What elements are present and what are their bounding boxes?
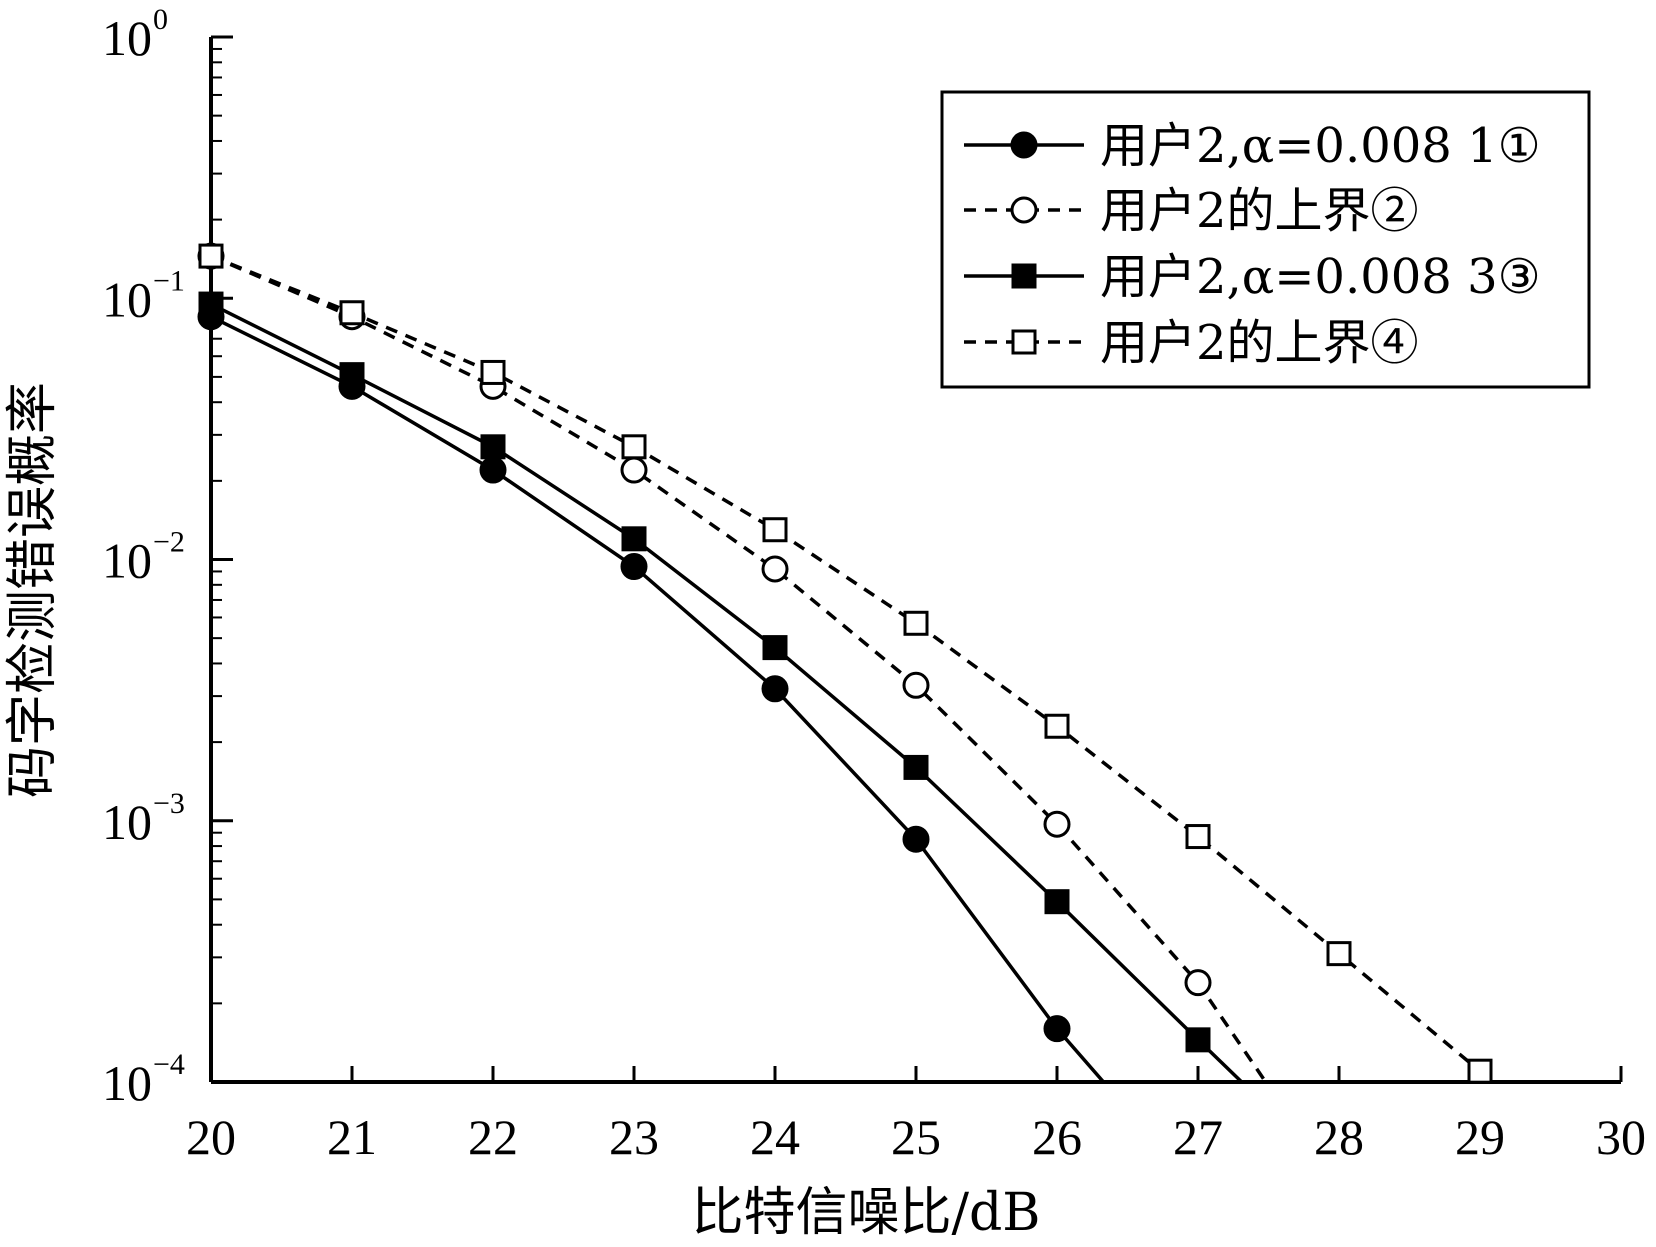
data-point	[902, 671, 930, 699]
data-point	[479, 456, 507, 484]
data-point	[902, 825, 930, 853]
x-tick-label: 30	[1596, 1109, 1646, 1165]
y-tick-label: 10 −1	[102, 264, 185, 327]
data-point	[339, 300, 365, 326]
data-point	[1185, 824, 1211, 850]
legend-label: 用户2的上界④	[1100, 315, 1419, 371]
data-point	[1184, 969, 1212, 997]
x-tick-label: 20	[186, 1109, 236, 1165]
data-point	[1043, 810, 1071, 838]
data-point	[621, 434, 647, 460]
y-tick-label: 10 −2	[102, 526, 185, 589]
x-tick-label: 29	[1455, 1109, 1505, 1165]
x-tick-label: 28	[1314, 1109, 1364, 1165]
legend-item-4: 用户2的上界④	[964, 315, 1419, 371]
x-tick-label: 27	[1173, 1109, 1223, 1165]
data-point	[1043, 1015, 1071, 1043]
series-3	[198, 291, 1243, 1084]
y-tick-base: 10	[102, 533, 152, 589]
data-point	[339, 362, 365, 388]
legend-item-3: 用户2,α=0.008 3③	[964, 249, 1541, 305]
legend-item-1: 用户2,α=0.008 1①	[964, 118, 1541, 174]
legend-marker	[1010, 196, 1038, 224]
data-point	[1185, 1027, 1211, 1053]
legend-label: 用户2,α=0.008 3③	[1100, 249, 1541, 305]
series-line	[210, 254, 1482, 1073]
x-tick-label: 25	[891, 1109, 941, 1165]
data-point	[620, 456, 648, 484]
data-point	[621, 526, 647, 552]
y-tick-label: 10 0	[102, 3, 168, 66]
y-tick-label: 10 −3	[102, 787, 185, 850]
data-point	[762, 635, 788, 661]
data-point	[761, 555, 789, 583]
x-tick-label: 22	[468, 1109, 518, 1165]
series-layer	[197, 242, 1493, 1084]
data-point	[761, 675, 789, 703]
data-point	[1467, 1058, 1493, 1084]
x-tick-label: 21	[327, 1109, 377, 1165]
data-point	[903, 754, 929, 780]
y-tick-exponent: −4	[153, 1048, 185, 1081]
series-line	[210, 315, 1105, 1084]
x-tick-label: 23	[609, 1109, 659, 1165]
data-point	[198, 291, 224, 317]
x-tick-label: 24	[750, 1109, 800, 1165]
y-tick-exponent: −1	[153, 264, 185, 297]
data-point	[903, 610, 929, 636]
y-tick-exponent: −3	[153, 787, 185, 820]
series-line	[210, 302, 1243, 1084]
legend-marker	[1011, 263, 1037, 289]
legend-marker	[1010, 131, 1038, 159]
y-tick-exponent: 0	[153, 3, 168, 36]
y-tick-base: 10	[102, 271, 152, 327]
y-tick-base: 10	[102, 10, 152, 66]
data-point	[1044, 713, 1070, 739]
y-tick-label: 10 −4	[102, 1048, 185, 1111]
data-point	[1326, 941, 1352, 967]
legend: 用户2,α=0.008 1① 用户2的上界② 用户2,α=0.008 3③ 用户2的上…	[940, 90, 1591, 389]
data-point	[620, 553, 648, 581]
data-point	[480, 434, 506, 460]
y-tick-exponent: −2	[153, 526, 185, 559]
y-axis-title: 码字检测错误概率	[3, 382, 63, 798]
legend-box	[940, 90, 1591, 389]
x-axis-title: 比特信噪比/dB	[691, 1183, 1040, 1243]
data-point	[480, 359, 506, 385]
series-4	[198, 243, 1493, 1084]
legend-label: 用户2的上界②	[1100, 183, 1419, 239]
legend-label: 用户2,α=0.008 1①	[1100, 118, 1541, 174]
data-point	[198, 243, 224, 269]
y-tick-base: 10	[102, 1055, 152, 1111]
legend-item-2: 用户2的上界②	[964, 183, 1419, 239]
legend-marker	[1011, 329, 1037, 355]
x-tick-label: 26	[1032, 1109, 1082, 1165]
series-1	[197, 303, 1105, 1084]
y-tick-base: 10	[102, 794, 152, 850]
data-point	[762, 517, 788, 543]
data-point	[1044, 889, 1070, 915]
